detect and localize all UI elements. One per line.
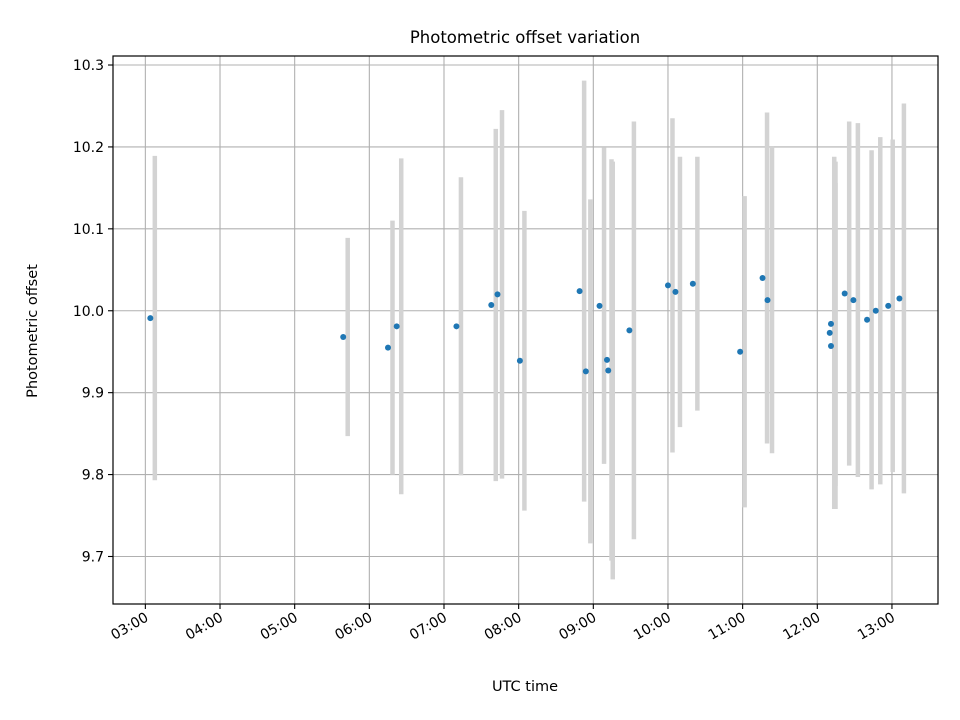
y-tick-label: 10.0 — [73, 304, 104, 320]
y-tick-label: 10.2 — [73, 140, 104, 156]
y-tick-label: 9.8 — [82, 468, 104, 484]
y-axis-ticks: 9.7 9.8 9.9 10.0 10.1 10.2 10.3 — [73, 58, 113, 565]
data-point — [864, 316, 871, 323]
data-point — [147, 315, 154, 322]
plot-frame — [112, 55, 939, 605]
y-tick-label: 9.9 — [82, 386, 104, 402]
data-point — [453, 323, 460, 330]
data-point — [689, 280, 696, 287]
data-point — [826, 329, 833, 336]
data-point — [827, 342, 834, 349]
data-point — [626, 327, 633, 334]
data-point — [664, 282, 671, 289]
data-point — [872, 307, 879, 314]
data-point — [672, 288, 679, 295]
y-axis-label: Photometric offset — [25, 264, 41, 398]
data-point — [393, 323, 400, 330]
error-bars — [152, 80, 907, 580]
y-tick-label: 10.3 — [73, 58, 104, 74]
data-point — [737, 348, 744, 355]
data-point — [827, 320, 834, 327]
data-point — [759, 274, 766, 281]
data-point — [494, 291, 501, 298]
data-point — [582, 368, 589, 375]
x-axis-label: UTC time — [492, 679, 558, 695]
data-point — [896, 295, 903, 302]
data-point — [340, 333, 347, 340]
data-point — [385, 344, 391, 351]
y-tick-label: 10.1 — [73, 222, 104, 238]
data-point — [885, 302, 892, 309]
data-point — [516, 357, 523, 364]
chart-title: Photometric offset variation — [410, 28, 640, 47]
data-point — [841, 290, 848, 297]
data-point — [764, 297, 771, 304]
data-point — [605, 367, 612, 374]
data-point — [850, 297, 857, 304]
data-point — [604, 356, 611, 363]
data-point — [488, 302, 495, 309]
y-tick-label: 9.7 — [82, 549, 104, 565]
data-point — [596, 302, 603, 309]
data-points — [147, 274, 903, 375]
data-point — [576, 288, 583, 295]
